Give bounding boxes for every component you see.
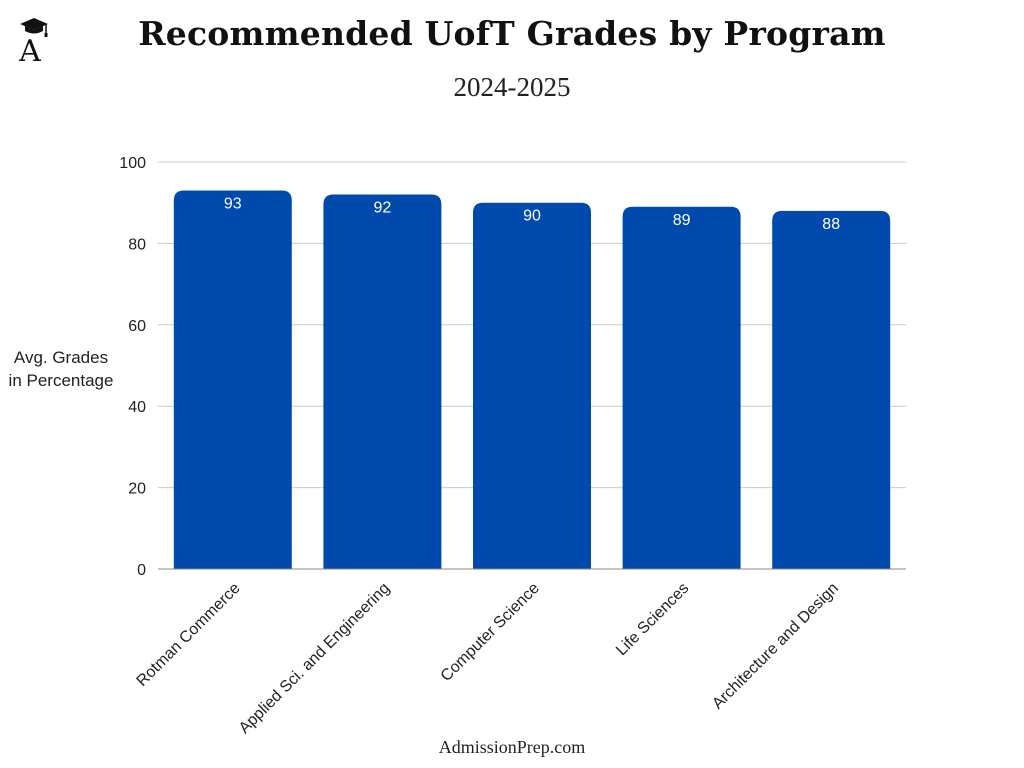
chart-title: Recommended UofT Grades by Program <box>138 14 886 53</box>
y-axis-label-line-1: Avg. Grades <box>13 348 109 367</box>
y-tick-label: 20 <box>128 481 146 498</box>
bar-value-label: 90 <box>523 208 541 225</box>
bar-value-label: 88 <box>822 216 840 233</box>
x-category-label: Applied Sci. and Engineering <box>236 580 393 737</box>
footer-source: AdmissionPrep.com <box>438 737 586 757</box>
x-category-label: Life Sciences <box>613 580 692 659</box>
y-axis-label-line-2: in Percentage <box>8 371 114 390</box>
y-tick-label: 60 <box>128 318 146 335</box>
x-category-label: Computer Science <box>438 580 543 685</box>
x-category-label: Rotman Commerce <box>134 580 244 690</box>
logo: A <box>14 14 52 64</box>
bar <box>473 202 591 569</box>
bar-value-label: 92 <box>374 200 392 217</box>
chart-subtitle: 2024-2025 <box>453 72 571 102</box>
bar-value-label: 93 <box>224 195 242 212</box>
bar <box>323 194 442 569</box>
bar-value-label: 89 <box>673 212 691 229</box>
graduation-cap-icon: A <box>18 18 48 64</box>
y-tick-label: 0 <box>137 562 146 579</box>
logo-letter: A <box>18 34 41 64</box>
bar <box>772 210 891 569</box>
bar <box>622 206 741 569</box>
bar <box>173 190 292 570</box>
y-tick-label: 80 <box>128 236 146 253</box>
y-tick-label: 40 <box>128 399 146 416</box>
y-axis-label: Avg. Grades in Percentage <box>0 346 122 392</box>
x-category-label: Architecture and Design <box>709 580 842 713</box>
y-tick-label: 100 <box>119 155 146 172</box>
